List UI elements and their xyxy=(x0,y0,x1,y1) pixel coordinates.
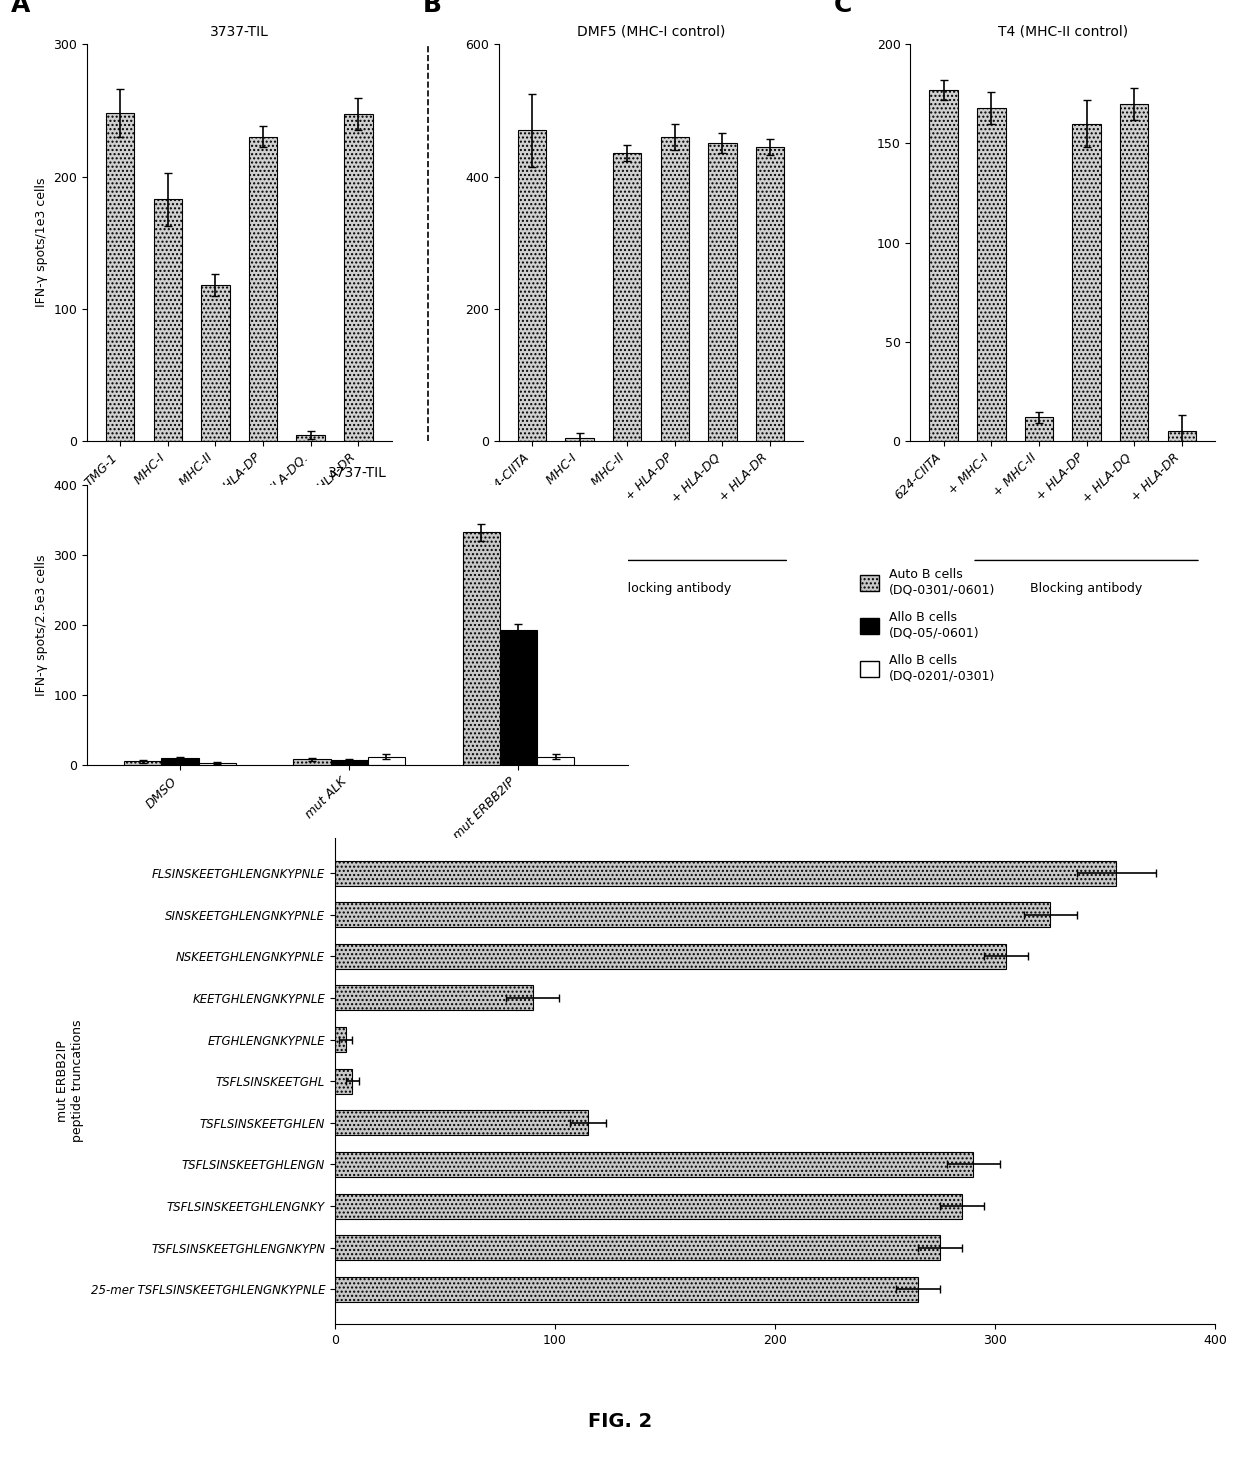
Bar xyxy=(517,131,546,441)
Bar xyxy=(335,1027,346,1052)
Legend: Auto B cells
(DQ-0301/-0601), Allo B cells
(DQ-05/-0601), Allo B cells
(DQ-0201/: Auto B cells (DQ-0301/-0601), Allo B cel… xyxy=(861,568,996,683)
Bar xyxy=(335,944,1006,969)
Bar xyxy=(345,115,373,441)
Title: T4 (MHC-II control): T4 (MHC-II control) xyxy=(998,25,1127,38)
Bar xyxy=(161,758,198,765)
Bar xyxy=(335,1193,962,1218)
Bar xyxy=(537,756,574,765)
Bar xyxy=(294,759,331,765)
Bar xyxy=(124,762,161,765)
Bar xyxy=(1120,104,1148,441)
Y-axis label: mut ERBB2IP
peptide truncations: mut ERBB2IP peptide truncations xyxy=(56,1019,83,1143)
Bar xyxy=(565,438,594,441)
Bar xyxy=(335,861,1116,886)
Bar xyxy=(977,107,1006,441)
Bar xyxy=(105,113,134,441)
Text: A: A xyxy=(11,0,30,18)
Text: Blocking antibody: Blocking antibody xyxy=(1030,583,1143,596)
Bar xyxy=(154,199,182,441)
Bar xyxy=(368,756,405,765)
Text: C: C xyxy=(835,0,852,18)
Bar xyxy=(463,533,500,765)
Bar xyxy=(201,285,229,441)
Bar xyxy=(335,1069,352,1093)
Title: DMF5 (MHC-I control): DMF5 (MHC-I control) xyxy=(577,25,725,38)
Title: 3737-TIL: 3737-TIL xyxy=(210,25,269,38)
Text: Blocking antibody: Blocking antibody xyxy=(619,583,730,596)
Title: 3737-TIL: 3737-TIL xyxy=(329,466,387,480)
Bar xyxy=(335,1152,973,1177)
Y-axis label: IFN-γ spots/1e3 cells: IFN-γ spots/1e3 cells xyxy=(35,178,47,307)
Bar xyxy=(335,902,1050,927)
Bar xyxy=(661,137,689,441)
Bar xyxy=(335,1111,588,1136)
Text: B: B xyxy=(423,0,441,18)
Bar xyxy=(929,90,957,441)
Bar xyxy=(613,153,641,441)
Bar xyxy=(249,137,278,441)
Bar xyxy=(756,147,785,441)
Bar xyxy=(335,1236,940,1261)
Y-axis label: IFN-γ spots/2.5e3 cells: IFN-γ spots/2.5e3 cells xyxy=(35,555,47,696)
Bar xyxy=(1024,418,1053,441)
Bar xyxy=(296,435,325,441)
Bar xyxy=(1168,431,1197,441)
Bar xyxy=(335,986,533,1011)
Text: Blocking antibody: Blocking antibody xyxy=(207,583,319,596)
Bar xyxy=(198,763,236,765)
Bar xyxy=(1073,124,1101,441)
Bar xyxy=(708,144,737,441)
Bar xyxy=(335,1277,918,1302)
Bar xyxy=(500,630,537,765)
Bar xyxy=(331,761,368,765)
Text: FIG. 2: FIG. 2 xyxy=(588,1412,652,1431)
